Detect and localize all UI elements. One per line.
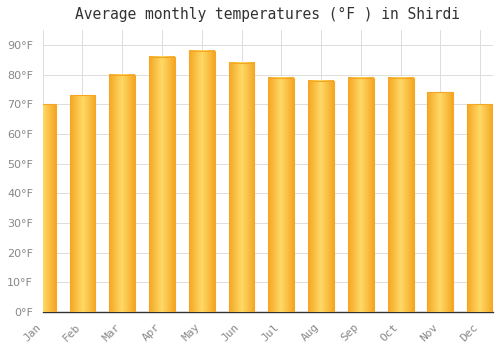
Bar — [30, 104, 56, 312]
Bar — [189, 51, 214, 312]
Bar — [428, 92, 454, 312]
Bar — [308, 80, 334, 312]
Bar — [467, 104, 493, 312]
Bar — [388, 78, 413, 312]
Bar — [388, 78, 413, 312]
Bar — [268, 78, 294, 312]
Bar — [30, 104, 56, 312]
Bar — [149, 57, 175, 312]
Bar — [110, 75, 135, 312]
Bar — [428, 92, 454, 312]
Bar — [110, 75, 135, 312]
Bar — [467, 104, 493, 312]
Bar — [268, 78, 294, 312]
Bar — [149, 57, 175, 312]
Bar — [189, 51, 214, 312]
Bar — [348, 78, 374, 312]
Bar — [70, 95, 96, 312]
Bar — [348, 78, 374, 312]
Bar — [228, 63, 254, 312]
Bar — [70, 95, 96, 312]
Bar — [308, 80, 334, 312]
Bar — [228, 63, 254, 312]
Title: Average monthly temperatures (°F ) in Shirdi: Average monthly temperatures (°F ) in Sh… — [76, 7, 460, 22]
